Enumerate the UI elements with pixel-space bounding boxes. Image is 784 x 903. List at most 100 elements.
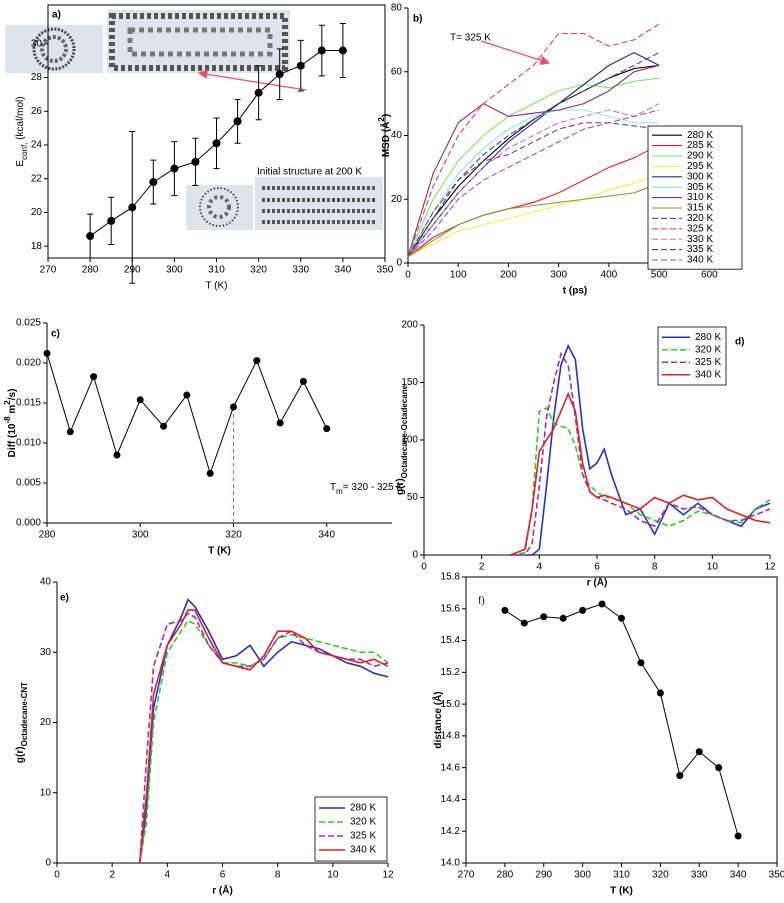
series-line bbox=[407, 173, 660, 258]
x-tick-label: 12 bbox=[382, 870, 394, 881]
y-axis-label-part: Diff (10 bbox=[7, 423, 18, 457]
legend-label: 295 K bbox=[687, 161, 713, 172]
data-point bbox=[676, 772, 684, 780]
y-tick-label: 0 bbox=[412, 550, 418, 561]
panel-label: f) bbox=[478, 595, 485, 606]
y-axis-label-part: Octadecane-Octadecane bbox=[400, 384, 409, 478]
y-tick-label: 0.020 bbox=[16, 358, 41, 369]
data-point bbox=[501, 606, 509, 614]
x-tick-label: 8 bbox=[275, 870, 281, 881]
data-point bbox=[86, 232, 95, 241]
x-axis-label: r (Å) bbox=[212, 884, 233, 897]
legend-label: 340 K bbox=[350, 845, 376, 856]
x-tick-label: 0 bbox=[405, 270, 411, 281]
x-tick-label: 330 bbox=[691, 870, 708, 881]
y-tick-label: 20 bbox=[391, 194, 403, 205]
data-point bbox=[160, 422, 168, 430]
x-tick-label: 0 bbox=[421, 562, 427, 573]
y-axis-label-part: /s) bbox=[7, 389, 18, 401]
inset-ring bbox=[199, 187, 239, 227]
data-point bbox=[656, 689, 664, 697]
x-axis-label: T (K) bbox=[208, 546, 231, 557]
y-axis-label-part: g(r) bbox=[15, 746, 26, 763]
x-tick-label: 350 bbox=[769, 870, 784, 881]
x-tick-label: 2 bbox=[479, 562, 485, 573]
series-line bbox=[510, 391, 771, 556]
data-point bbox=[191, 157, 200, 166]
legend-label: 325 K bbox=[695, 357, 721, 368]
x-tick-label: 310 bbox=[208, 265, 225, 276]
data-point bbox=[618, 614, 625, 622]
data-point bbox=[212, 139, 221, 148]
legend-label: 300 K bbox=[687, 171, 713, 182]
x-tick-label: 280 bbox=[39, 530, 56, 541]
data-point bbox=[66, 428, 74, 436]
inset-images bbox=[5, 10, 383, 230]
x-tick-label: 300 bbox=[550, 270, 567, 281]
y-axis-label: MSD (Å2) bbox=[377, 114, 392, 157]
x-tick-label: 330 bbox=[292, 265, 309, 276]
x-axis-label: r (Å) bbox=[587, 576, 608, 589]
legend-label: 280 K bbox=[350, 803, 376, 814]
x-tick-label: 100 bbox=[450, 270, 467, 281]
y-tick-label: 14.8 bbox=[441, 731, 461, 742]
inset-ring bbox=[32, 27, 76, 71]
x-axis-label: T (K) bbox=[610, 886, 633, 897]
x-tick-label: 280 bbox=[497, 870, 514, 881]
panel-label: a) bbox=[52, 10, 61, 21]
y-tick-label: 50 bbox=[407, 492, 419, 503]
data-point bbox=[734, 832, 742, 840]
y-tick-label: 150 bbox=[401, 377, 418, 388]
data-point bbox=[206, 469, 214, 477]
y-tick-label: 40 bbox=[391, 130, 403, 141]
x-tick-label: 340 bbox=[335, 265, 352, 276]
data-point bbox=[317, 46, 326, 55]
series-line bbox=[407, 109, 660, 257]
y-tick-label: 0 bbox=[396, 258, 402, 269]
x-tick-label: 8 bbox=[652, 562, 658, 573]
annotation-part: = 320 - 325 K bbox=[343, 482, 404, 493]
panel-label: b) bbox=[413, 14, 422, 25]
inset-ring bbox=[40, 35, 68, 63]
x-tick-label: 270 bbox=[40, 265, 57, 276]
data-point bbox=[43, 349, 51, 357]
y-axis-label-part: g(r) bbox=[395, 478, 406, 495]
inset-molecules bbox=[127, 27, 273, 57]
x-tick-label: 10 bbox=[327, 870, 339, 881]
x-tick-label: 500 bbox=[651, 270, 668, 281]
x-axis-label: t (ps) bbox=[563, 286, 587, 297]
x-tick-label: 6 bbox=[594, 562, 600, 573]
data-point bbox=[90, 373, 98, 381]
x-tick-label: 320 bbox=[225, 530, 242, 541]
y-tick-label: 0.015 bbox=[16, 398, 41, 409]
data-point bbox=[128, 203, 137, 212]
series-line bbox=[407, 109, 660, 258]
arrow bbox=[480, 40, 551, 65]
legend-label: 315 K bbox=[687, 203, 713, 214]
data-point bbox=[276, 419, 284, 427]
y-axis-label-part: -8 bbox=[3, 416, 12, 424]
y-axis-label-part: MSD (Å bbox=[379, 122, 392, 158]
data-point bbox=[296, 61, 305, 70]
inset-molecules bbox=[109, 13, 288, 71]
y-axis-label-part: 2 bbox=[377, 117, 386, 122]
x-tick-label: 300 bbox=[574, 870, 591, 881]
y-tick-label: 24 bbox=[31, 140, 43, 151]
x-tick-label: 320 bbox=[250, 265, 267, 276]
y-tick-label: 14.2 bbox=[441, 826, 461, 837]
y-tick-label: 100 bbox=[401, 435, 418, 446]
y-axis-label-part: conf. bbox=[20, 143, 29, 160]
series-line bbox=[510, 343, 771, 556]
y-tick-label: 14.4 bbox=[441, 794, 461, 805]
legend-label: 335 K bbox=[687, 244, 713, 255]
x-tick-label: 200 bbox=[500, 270, 517, 281]
series-line bbox=[407, 64, 660, 257]
legend-label: 320 K bbox=[687, 213, 713, 224]
legend-label: 310 K bbox=[687, 192, 713, 203]
data-point bbox=[253, 357, 261, 365]
legend-label: 325 K bbox=[687, 223, 713, 234]
y-tick-label: 0.000 bbox=[16, 518, 41, 529]
y-axis-label-part: ) bbox=[381, 114, 392, 117]
x-tick-label: 400 bbox=[601, 270, 618, 281]
